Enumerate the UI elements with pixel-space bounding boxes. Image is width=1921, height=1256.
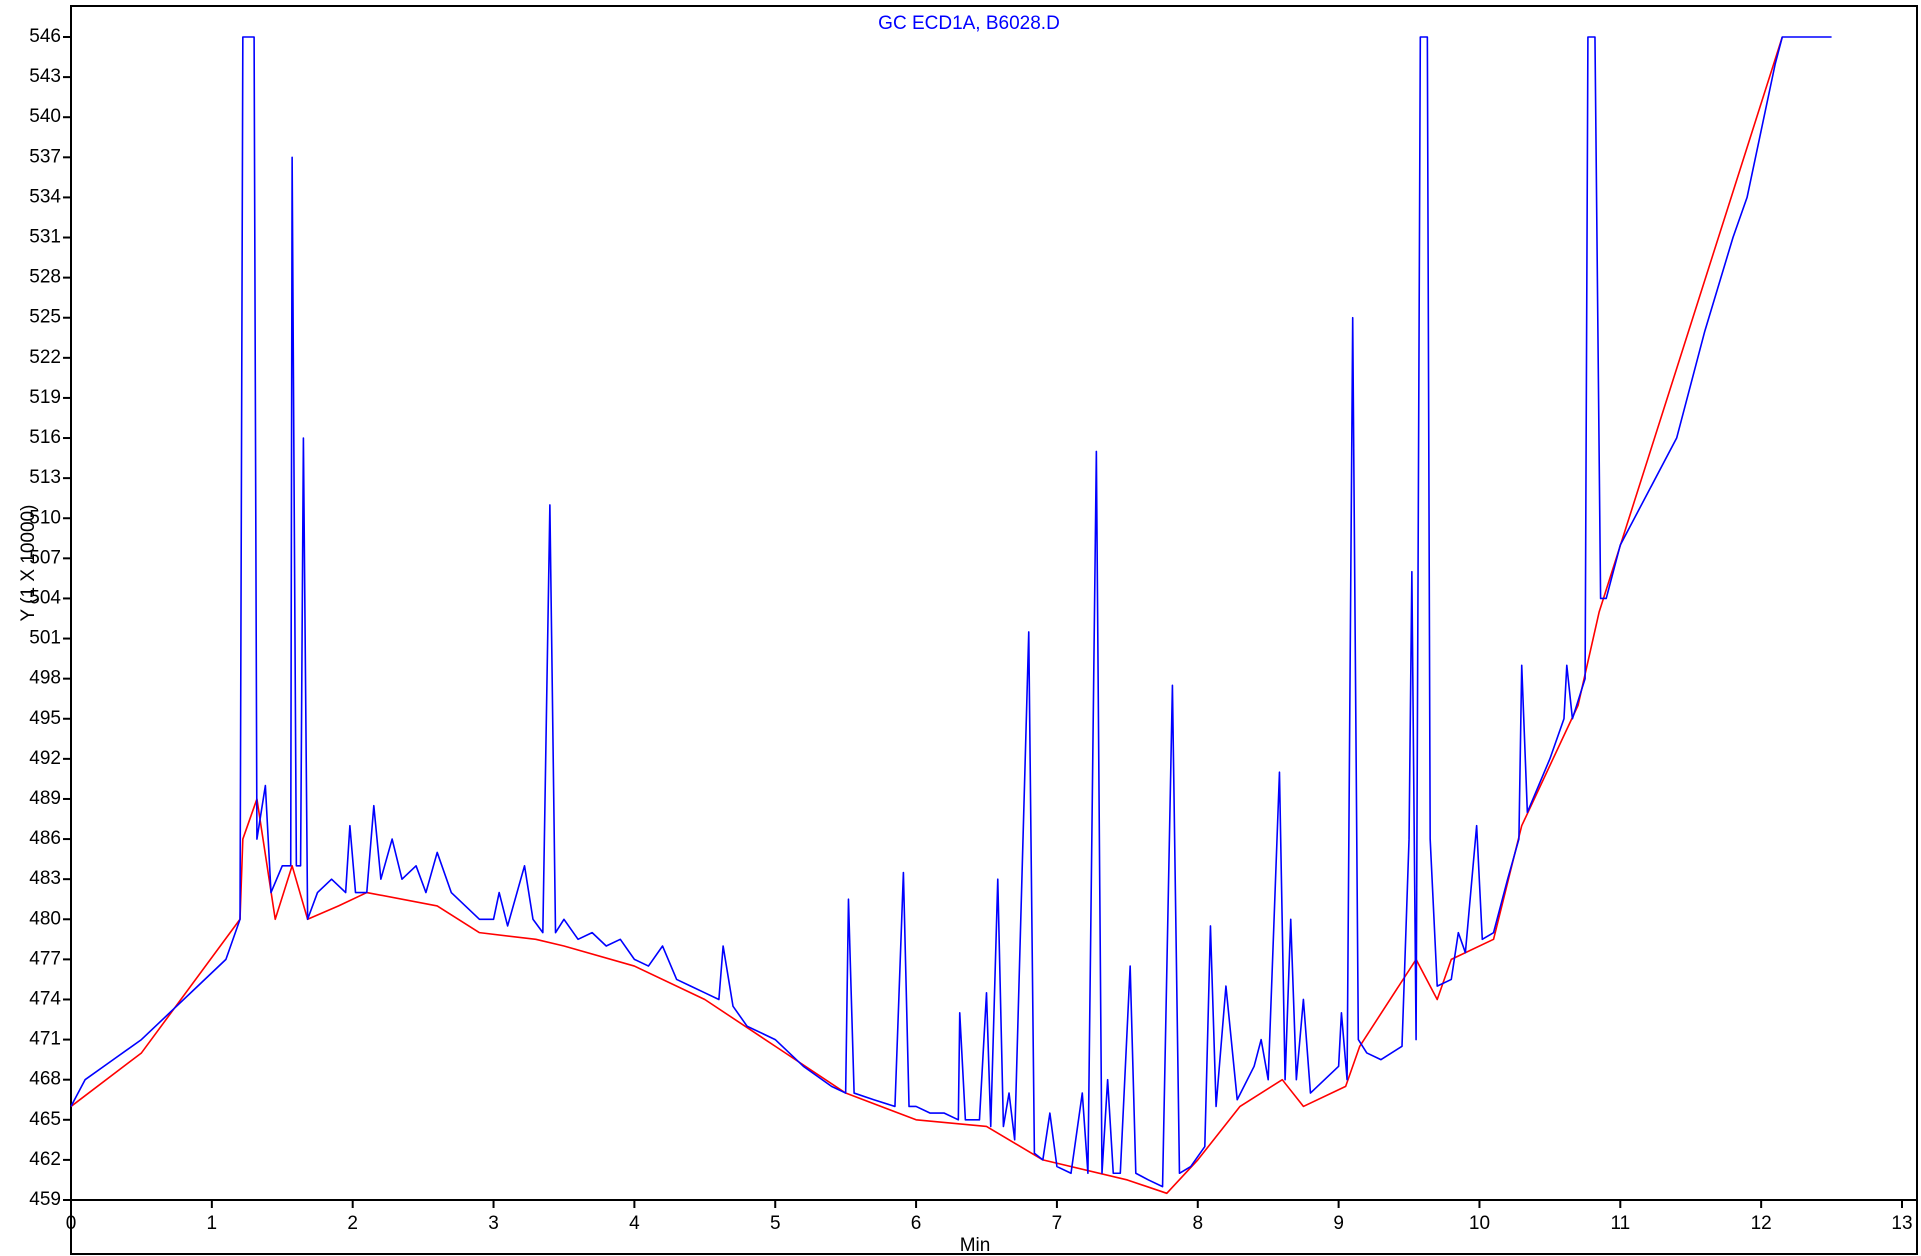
y-tick-label: 498 <box>29 668 61 689</box>
x-tick-label: 12 <box>1751 1213 1772 1234</box>
trace-line <box>70 36 1784 1195</box>
y-tick-label: 537 <box>29 146 61 167</box>
x-tick-label: 3 <box>488 1213 499 1234</box>
x-tick-label: 9 <box>1333 1213 1344 1234</box>
y-tick-label: 528 <box>29 267 61 288</box>
x-tick-label: 5 <box>770 1213 781 1234</box>
x-tick-label: 10 <box>1469 1213 1490 1234</box>
x-tick-label: 6 <box>911 1213 922 1234</box>
y-tick-label: 540 <box>29 106 61 127</box>
y-tick-label: 525 <box>29 307 61 328</box>
x-tick-label: 13 <box>1891 1213 1912 1234</box>
x-tick-label: 2 <box>347 1213 358 1234</box>
x-tick-label: 0 <box>66 1213 77 1234</box>
y-tick-label: 462 <box>29 1149 61 1170</box>
x-tick-label: 7 <box>1052 1213 1063 1234</box>
y-tick-label: 534 <box>29 186 61 207</box>
y-tick-label: 492 <box>29 748 61 769</box>
y-tick-label: 468 <box>29 1069 61 1090</box>
y-tick-label: 501 <box>29 628 61 649</box>
y-tick-label: 465 <box>29 1109 61 1130</box>
x-tick-label: 8 <box>1192 1213 1203 1234</box>
y-tick-label: 543 <box>29 66 61 87</box>
y-tick-label: 483 <box>29 868 61 889</box>
y-tick-label: 489 <box>29 788 61 809</box>
x-tick-label: 1 <box>207 1213 218 1234</box>
y-tick-label: 486 <box>29 828 61 849</box>
y-tick-label: 516 <box>29 427 61 448</box>
y-tick-label: 474 <box>29 988 61 1009</box>
y-tick-label: 522 <box>29 347 61 368</box>
y-tick-label: 546 <box>29 26 61 47</box>
x-tick-label: 11 <box>1610 1213 1630 1234</box>
y-tick-label: 510 <box>29 507 61 528</box>
y-tick-label: 459 <box>29 1189 61 1210</box>
y-tick-label: 507 <box>29 547 61 568</box>
y-tick-label: 513 <box>29 467 61 488</box>
x-tick-label: 4 <box>629 1213 640 1234</box>
y-tick-label: 471 <box>29 1029 61 1050</box>
plot-frame <box>70 5 1918 1255</box>
chart-title: GC ECD1A, B6028.D <box>878 13 1060 34</box>
y-tick-label: 477 <box>29 948 61 969</box>
y-axis-label: Y (1 X 10000) <box>18 505 39 622</box>
y-tick-label: 531 <box>29 227 61 248</box>
y-tick-label: 504 <box>29 587 61 608</box>
y-tick-label: 480 <box>29 908 61 929</box>
x-axis-label: Min <box>960 1235 991 1256</box>
y-tick-label: 519 <box>29 387 61 408</box>
trace-line <box>70 36 1832 1188</box>
y-tick-label: 495 <box>29 708 61 729</box>
